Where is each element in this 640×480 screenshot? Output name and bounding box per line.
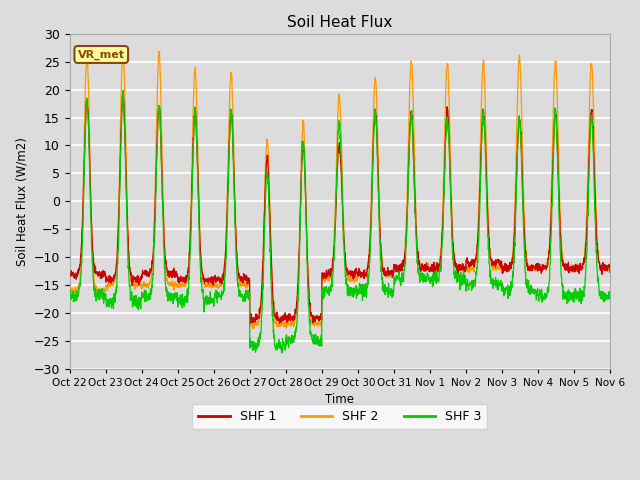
Y-axis label: Soil Heat Flux (W/m2): Soil Heat Flux (W/m2) bbox=[15, 137, 28, 265]
Title: Soil Heat Flux: Soil Heat Flux bbox=[287, 15, 392, 30]
X-axis label: Time: Time bbox=[325, 393, 355, 406]
Text: VR_met: VR_met bbox=[77, 49, 125, 60]
Legend: SHF 1, SHF 2, SHF 3: SHF 1, SHF 2, SHF 3 bbox=[192, 404, 488, 429]
